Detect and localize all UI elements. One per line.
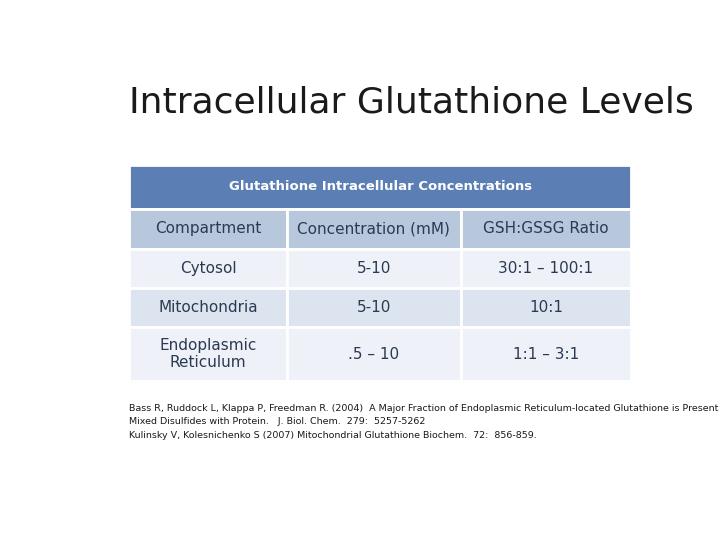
Bar (287, 248, 461, 288)
Text: Cytosol: Cytosol (180, 261, 236, 276)
Text: GSH:GSSG Ratio: GSH:GSSG Ratio (483, 221, 608, 237)
Bar (461, 327, 631, 381)
Bar (129, 209, 287, 248)
Bar (129, 327, 287, 381)
Text: 10:1: 10:1 (529, 300, 563, 315)
Bar (461, 288, 631, 327)
Bar (287, 288, 461, 327)
Text: Mitochondria: Mitochondria (158, 300, 258, 315)
Text: 5-10: 5-10 (356, 261, 391, 276)
Bar (129, 165, 631, 209)
Bar (129, 288, 287, 327)
Bar (461, 209, 631, 248)
Text: 5-10: 5-10 (356, 300, 391, 315)
Text: Compartment: Compartment (155, 221, 261, 237)
Bar (129, 248, 287, 288)
Text: 30:1 – 100:1: 30:1 – 100:1 (498, 261, 593, 276)
Text: Intracellular Glutathione Levels: Intracellular Glutathione Levels (129, 85, 694, 119)
Text: .5 – 10: .5 – 10 (348, 347, 400, 362)
Bar (287, 209, 461, 248)
Text: Bass R, Ruddock L, Klappa P, Freedman R. (2004)  A Major Fraction of Endoplasmic: Bass R, Ruddock L, Klappa P, Freedman R.… (129, 404, 720, 413)
Bar (461, 248, 631, 288)
Text: Glutathione Intracellular Concentrations: Glutathione Intracellular Concentrations (228, 180, 532, 193)
Text: Endoplasmic
Reticulum: Endoplasmic Reticulum (159, 338, 257, 370)
Text: 1:1 – 3:1: 1:1 – 3:1 (513, 347, 579, 362)
Bar (287, 327, 461, 381)
Text: Mixed Disulfides with Protein.   J. Biol. Chem.  279:  5257-5262: Mixed Disulfides with Protein. J. Biol. … (129, 417, 426, 427)
Text: Concentration (mM): Concentration (mM) (297, 221, 450, 237)
Text: Kulinsky V, Kolesnichenko S (2007) Mitochondrial Glutathione Biochem.  72:  856-: Kulinsky V, Kolesnichenko S (2007) Mitoc… (129, 431, 537, 440)
